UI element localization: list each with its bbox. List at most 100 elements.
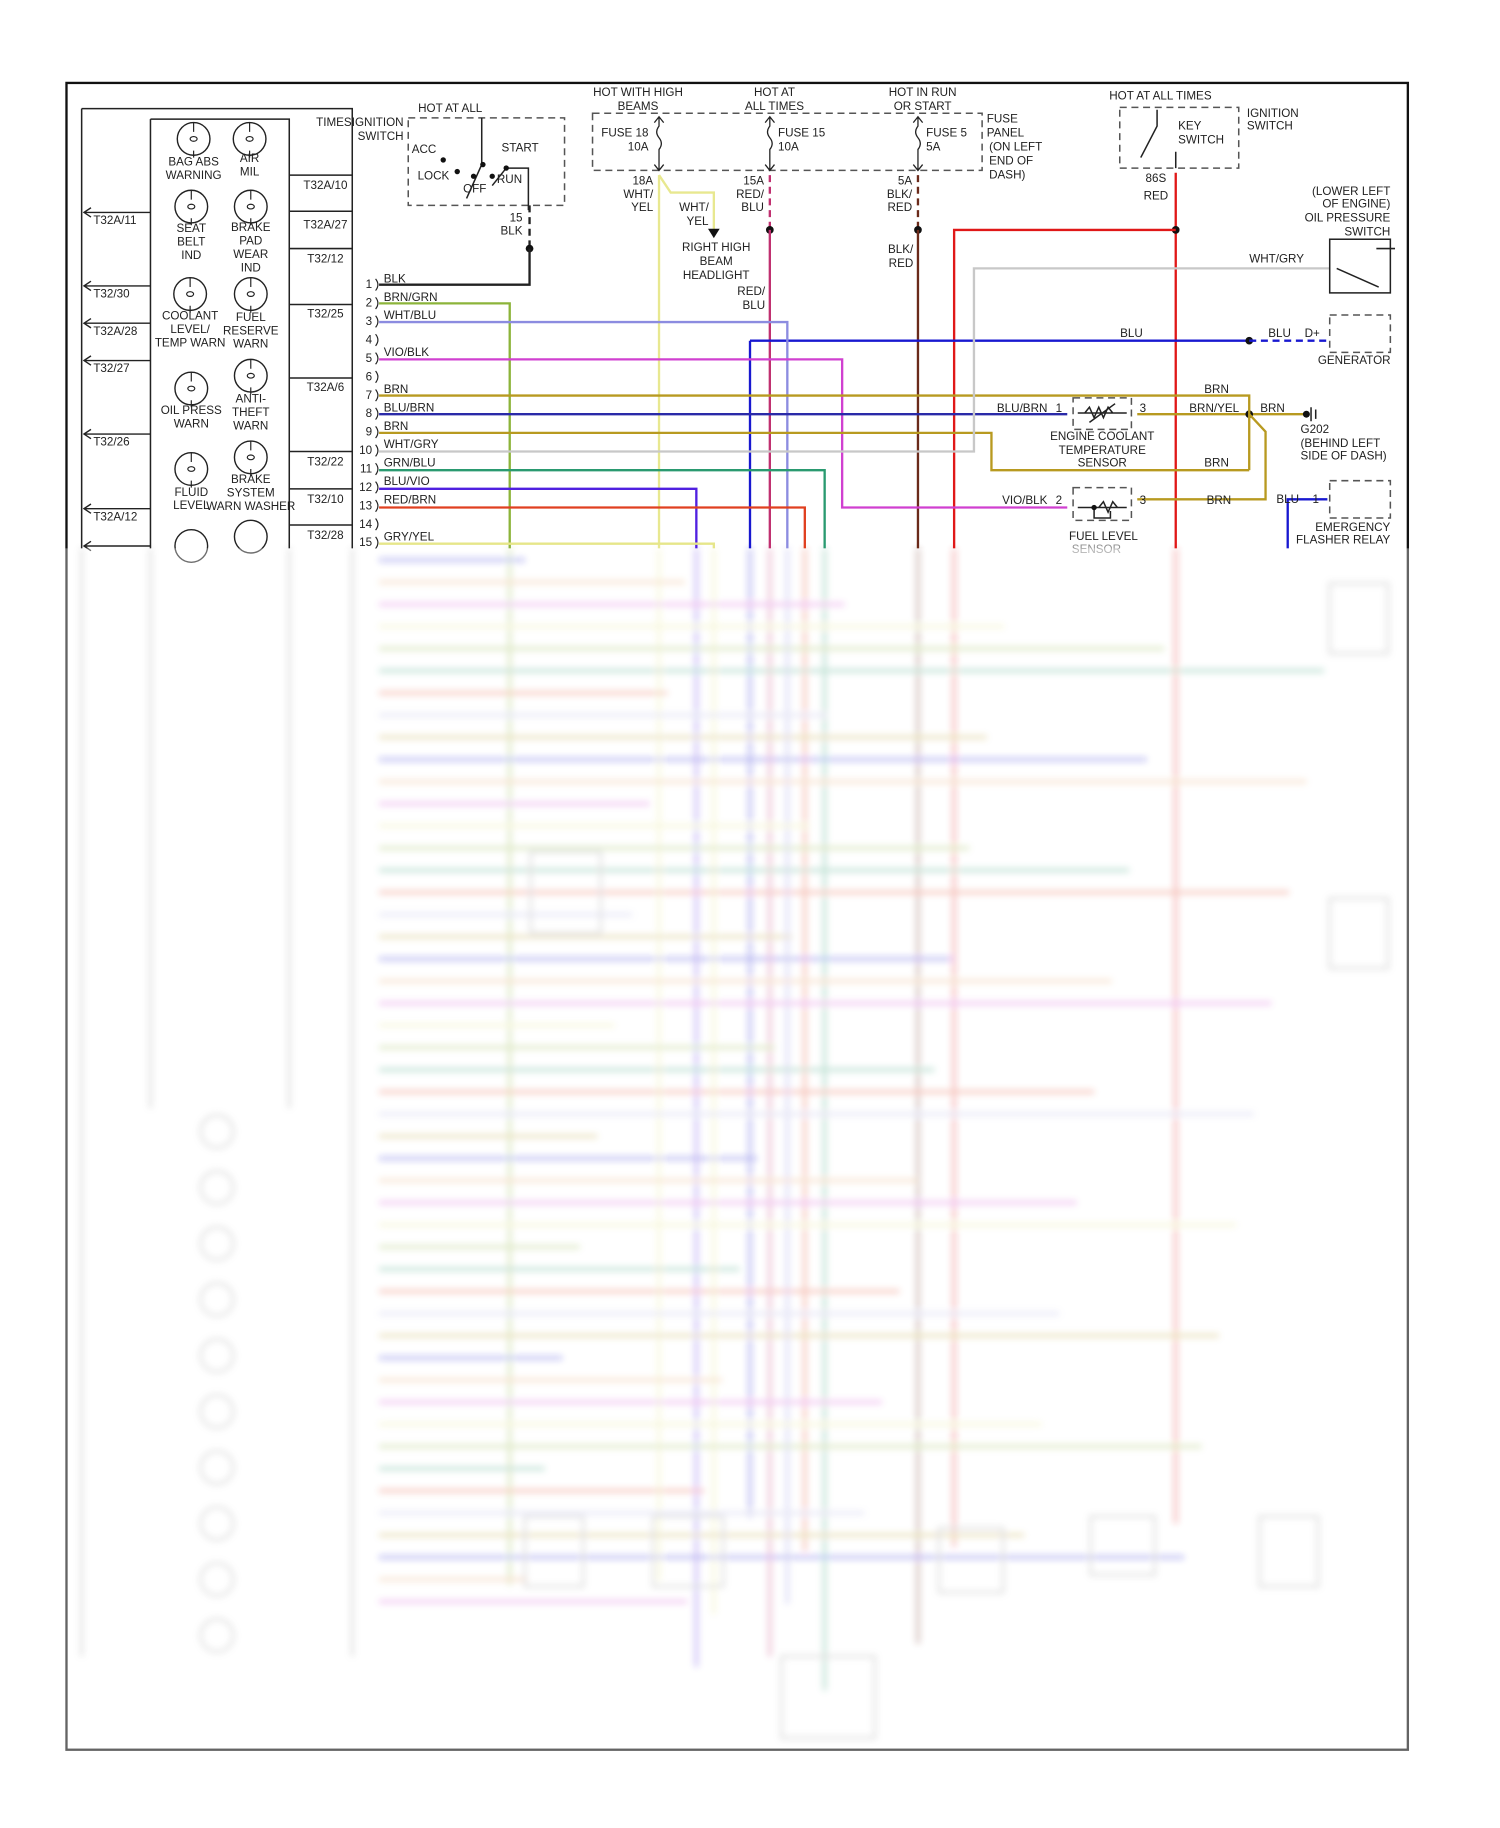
position-run: RUN xyxy=(497,173,522,186)
fuse-icon xyxy=(764,115,775,172)
lamp-label: RESERVE xyxy=(223,324,279,337)
lamp-label: LEVEL xyxy=(173,499,210,512)
arrow-icon xyxy=(708,228,720,239)
pin-label: 1 xyxy=(1056,402,1062,415)
ground-label: (BEHIND LEFT xyxy=(1301,437,1381,450)
lamp-filament-icon xyxy=(187,190,196,226)
headlight-label: RIGHT HIGH xyxy=(682,241,750,254)
fuse-name: 5A xyxy=(926,141,940,154)
wire-label: BLU xyxy=(1268,327,1291,340)
generator-label: GENERATOR xyxy=(1318,354,1391,367)
lamp-filament-icon xyxy=(246,359,255,395)
lamp-filament-icon xyxy=(189,122,198,158)
connector-pin-number: 2 xyxy=(366,297,372,310)
wire-label: RED xyxy=(1144,190,1169,203)
connector-pin-icon xyxy=(375,481,379,494)
connector-pin-number: 7 xyxy=(366,389,372,402)
connector-label: T32/30 xyxy=(93,288,130,301)
switch-name: SWITCH xyxy=(358,130,404,143)
fuse-header: OR START xyxy=(894,100,952,113)
terminal-15: 15 xyxy=(510,212,523,225)
switch-name: IGNITION xyxy=(352,116,404,129)
wire-label: YEL xyxy=(686,215,709,228)
blurred-lamp xyxy=(199,1337,235,1373)
lamp-label: OIL PRESS xyxy=(161,404,222,417)
connector-pin-number: 9 xyxy=(366,426,372,439)
lamp-label: WEAR xyxy=(233,248,268,261)
fuse-icon xyxy=(912,115,924,172)
lamp-filament-icon xyxy=(246,441,255,477)
blurred-component xyxy=(1328,582,1390,655)
wire-11 xyxy=(379,469,826,549)
key-switch-label: SWITCH xyxy=(1178,134,1224,147)
fuse-name: FUSE 5 xyxy=(926,127,967,140)
lamp-label: PAD xyxy=(239,234,262,247)
pin-label: 3 xyxy=(1140,494,1146,507)
fuse-name: FUSE 15 xyxy=(778,127,825,140)
lamp-label: IND xyxy=(241,261,261,274)
ground-label: SIDE OF DASH) xyxy=(1301,450,1387,463)
wire-15 xyxy=(379,542,716,549)
wire-label: BRN xyxy=(384,420,409,433)
blur-overlay xyxy=(64,548,1413,1753)
lamp-label: LEVEL/ xyxy=(170,323,210,336)
lamp-bulb-icon xyxy=(174,528,209,564)
sensor-label: SENSOR xyxy=(1072,543,1121,556)
blurred-component xyxy=(523,1515,585,1588)
lamp-filament-icon xyxy=(187,372,196,408)
diagram-frame xyxy=(65,81,1410,1751)
connector-pin-number: 6 xyxy=(366,370,372,383)
lamp-label: WARNING xyxy=(166,169,222,182)
ground-g202: BRN G202 (BEHIND LEFT SIDE OF DASH) xyxy=(1260,402,1387,463)
wire-label: WHT/BLU xyxy=(384,309,436,322)
sensor-label: FUEL LEVEL xyxy=(1069,530,1138,543)
headlight-label: BEAM xyxy=(700,255,733,268)
connector-label: T32/27 xyxy=(93,362,129,375)
oil-switch-label: (LOWER LEFT xyxy=(1312,185,1390,198)
blurred-component xyxy=(1258,1515,1320,1588)
hot-label: HOT AT ALL TIMES xyxy=(1109,89,1212,102)
wire-13 xyxy=(379,506,806,549)
blurred-lamp xyxy=(199,1617,235,1653)
connector-pin-icon xyxy=(375,518,379,531)
connector-arrow xyxy=(82,317,151,329)
lamp-label: BELT xyxy=(177,236,205,249)
ignition-switch: HOT AT ALL IGNITION SWITCH ACC LOCK OFF … xyxy=(352,102,566,238)
blk-wire-1 xyxy=(379,248,531,286)
fuse-output-label: WHT/ xyxy=(623,188,654,201)
blurred-component xyxy=(780,1655,876,1740)
wire-label: BRN xyxy=(1204,457,1229,470)
fuse-output-label: YEL xyxy=(631,201,654,214)
connector-pin-icon xyxy=(375,296,379,310)
fuse-name: 10A xyxy=(778,141,799,154)
connector-pin-number: 12 xyxy=(359,481,372,494)
connector-pin-icon xyxy=(375,407,379,420)
key-switch: HOT AT ALL TIMES KEY SWITCH IGNITION SWI… xyxy=(1109,89,1298,202)
blurred-lamp xyxy=(199,1393,235,1429)
position-acc: ACC xyxy=(412,143,437,156)
brn-fuel-ground xyxy=(1137,413,1267,501)
pin-label: D+ xyxy=(1305,327,1320,340)
connector-pin-icon xyxy=(375,333,379,347)
splice-dot xyxy=(1171,226,1180,234)
sensor-label: SENSOR xyxy=(1078,457,1127,470)
wire-label: WHT/GRY xyxy=(1249,253,1304,266)
lamp-label: SYSTEM xyxy=(227,486,275,499)
connector-pin-icon xyxy=(375,352,379,365)
connector-pin-icon xyxy=(375,499,379,513)
connector-pin-icon xyxy=(375,389,379,402)
lamp-label: WARN WASHER xyxy=(206,500,295,513)
wht-yel-branch xyxy=(658,174,716,230)
lamp-label: ANTI- xyxy=(236,393,267,406)
wire-label: BLU/VIO xyxy=(384,475,430,488)
oil-pressure-switch: (LOWER LEFT OF ENGINE) OIL PRESSURE SWIT… xyxy=(1249,185,1396,294)
connector-pin-icon xyxy=(375,536,379,549)
blurred-component xyxy=(1089,1515,1156,1576)
wire-label: WHT/ xyxy=(679,201,710,214)
sensor-label: ENGINE COOLANT xyxy=(1050,430,1154,443)
connector-arrow xyxy=(82,355,151,366)
instrument-cluster: TIMES T32A/11 T32/30 T32A/28 T32/27 T32/26 T3… xyxy=(80,107,354,564)
connector-pin-number: 4 xyxy=(366,334,373,347)
